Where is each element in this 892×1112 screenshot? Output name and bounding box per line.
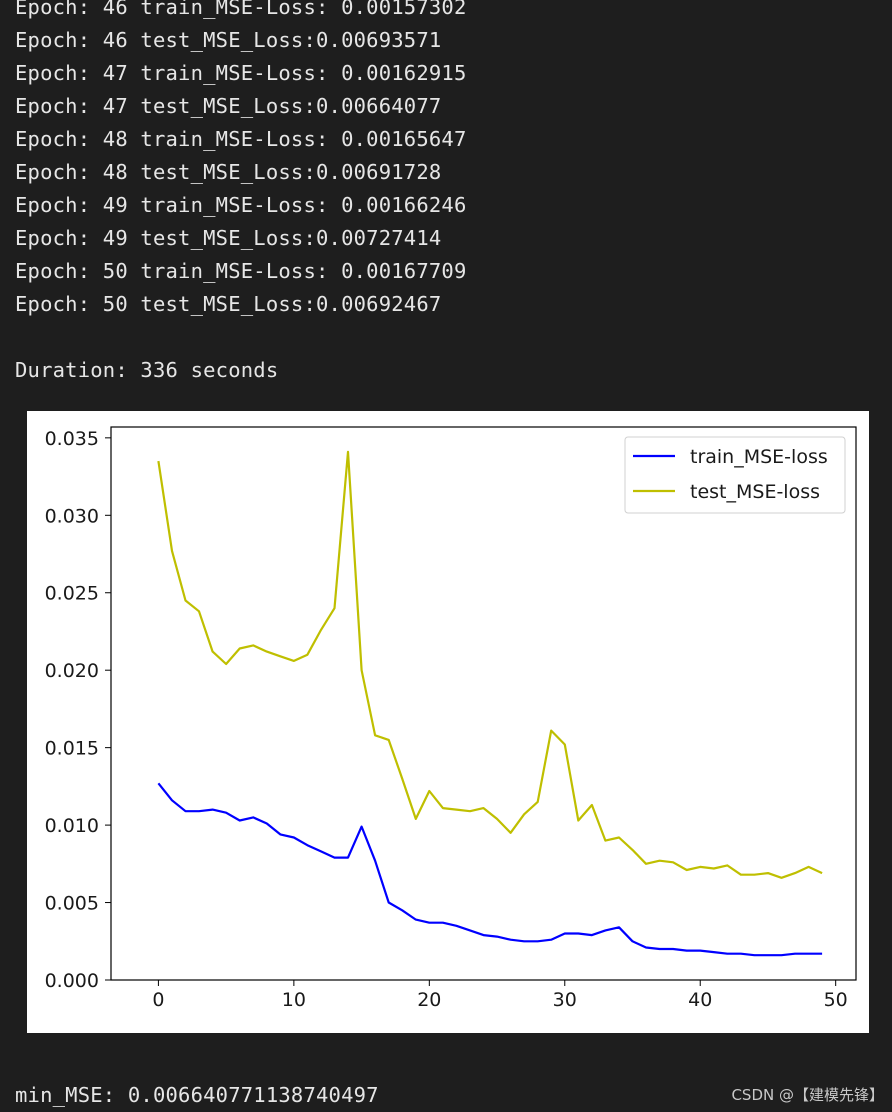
y-tick-label: 0.015 bbox=[45, 738, 99, 760]
legend-label: train_MSE-loss bbox=[690, 446, 828, 468]
x-tick-label: 50 bbox=[824, 989, 848, 1011]
x-tick-label: 30 bbox=[553, 989, 577, 1011]
x-tick-label: 10 bbox=[282, 989, 306, 1011]
x-tick-label: 0 bbox=[152, 989, 164, 1011]
log-line: Epoch: 47 train_MSE-Loss: 0.00162915 bbox=[15, 61, 467, 85]
log-line: Epoch: 48 test_MSE_Loss:0.00691728 bbox=[15, 160, 442, 184]
loss-chart: 0 10 20 30 40 50 0.000 0.005 0.010 0.015 0.020 0.02… bbox=[45, 426, 857, 1011]
y-tick-label: 0.000 bbox=[45, 970, 99, 992]
log-line: Epoch: 49 test_MSE_Loss:0.00727414 bbox=[15, 226, 442, 250]
axis-ticks: 0 10 20 30 40 50 0.000 0.005 0.010 0.015 0.020 0.02… bbox=[45, 428, 848, 1011]
log-line: Epoch: 49 train_MSE-Loss: 0.00166246 bbox=[15, 193, 467, 217]
y-tick-label: 0.030 bbox=[45, 505, 99, 527]
y-tick-label: 0.035 bbox=[45, 428, 99, 450]
log-line: Epoch: 48 train_MSE-Loss: 0.00165647 bbox=[15, 127, 467, 151]
plot-area bbox=[110, 426, 857, 981]
y-tick-label: 0.010 bbox=[45, 815, 99, 837]
series-line-train_MSE-loss bbox=[157, 782, 823, 957]
series-lines bbox=[157, 450, 823, 957]
watermark: CSDN @【建模先锋】 bbox=[731, 1086, 884, 1104]
legend-box bbox=[624, 436, 846, 514]
legend: train_MSE-loss test_MSE-loss bbox=[624, 436, 846, 514]
loss-chart-panel: 0 10 20 30 40 50 0.000 0.005 0.010 0.015 0.020 0.02… bbox=[27, 411, 869, 1033]
y-tick-label: 0.025 bbox=[45, 583, 99, 605]
legend-label: test_MSE-loss bbox=[690, 481, 820, 503]
x-tick-label: 20 bbox=[417, 989, 441, 1011]
log-line: Epoch: 46 test_MSE_Loss:0.00693571 bbox=[15, 28, 442, 52]
log-line: Epoch: 46 train_MSE-Loss: 0.00157302 bbox=[15, 0, 467, 19]
series-line-test_MSE-loss bbox=[157, 450, 823, 879]
duration-text: Duration: 336 seconds bbox=[15, 358, 279, 382]
log-line: Epoch: 50 train_MSE-Loss: 0.00167709 bbox=[15, 259, 467, 283]
x-tick-label: 40 bbox=[688, 989, 712, 1011]
log-line: Epoch: 47 test_MSE_Loss:0.00664077 bbox=[15, 94, 442, 118]
min-mse-text: min_MSE: 0.006640771138740497 bbox=[15, 1083, 379, 1107]
y-tick-label: 0.005 bbox=[45, 893, 99, 915]
log-line: Epoch: 50 test_MSE_Loss:0.00692467 bbox=[15, 292, 442, 316]
y-tick-label: 0.020 bbox=[45, 660, 99, 682]
